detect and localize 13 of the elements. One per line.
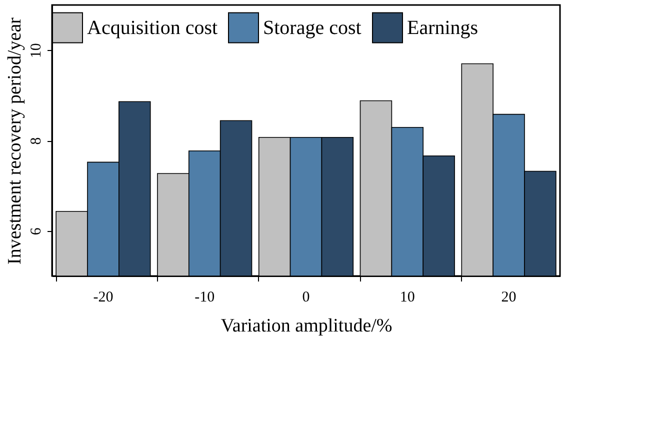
x-tick-label: -10 [194,290,215,306]
y-tick-label: 8 [28,137,44,145]
y-tick-label: 6 [28,227,44,236]
legend-label: Storage cost [263,16,362,39]
x-tick-label: 10 [400,290,415,306]
legend-label: Earnings [407,16,478,39]
x-tick-label: -20 [93,290,114,306]
legend-label: Acquisition cost [87,16,218,39]
x-tick-label: 0 [302,290,310,306]
y-tick-label: 10 [28,43,44,58]
y-axis-title: Investment recovery period/year [4,16,26,264]
x-axis-title: Variation amplitude/% [220,316,392,336]
x-tick-label: 20 [501,290,516,306]
